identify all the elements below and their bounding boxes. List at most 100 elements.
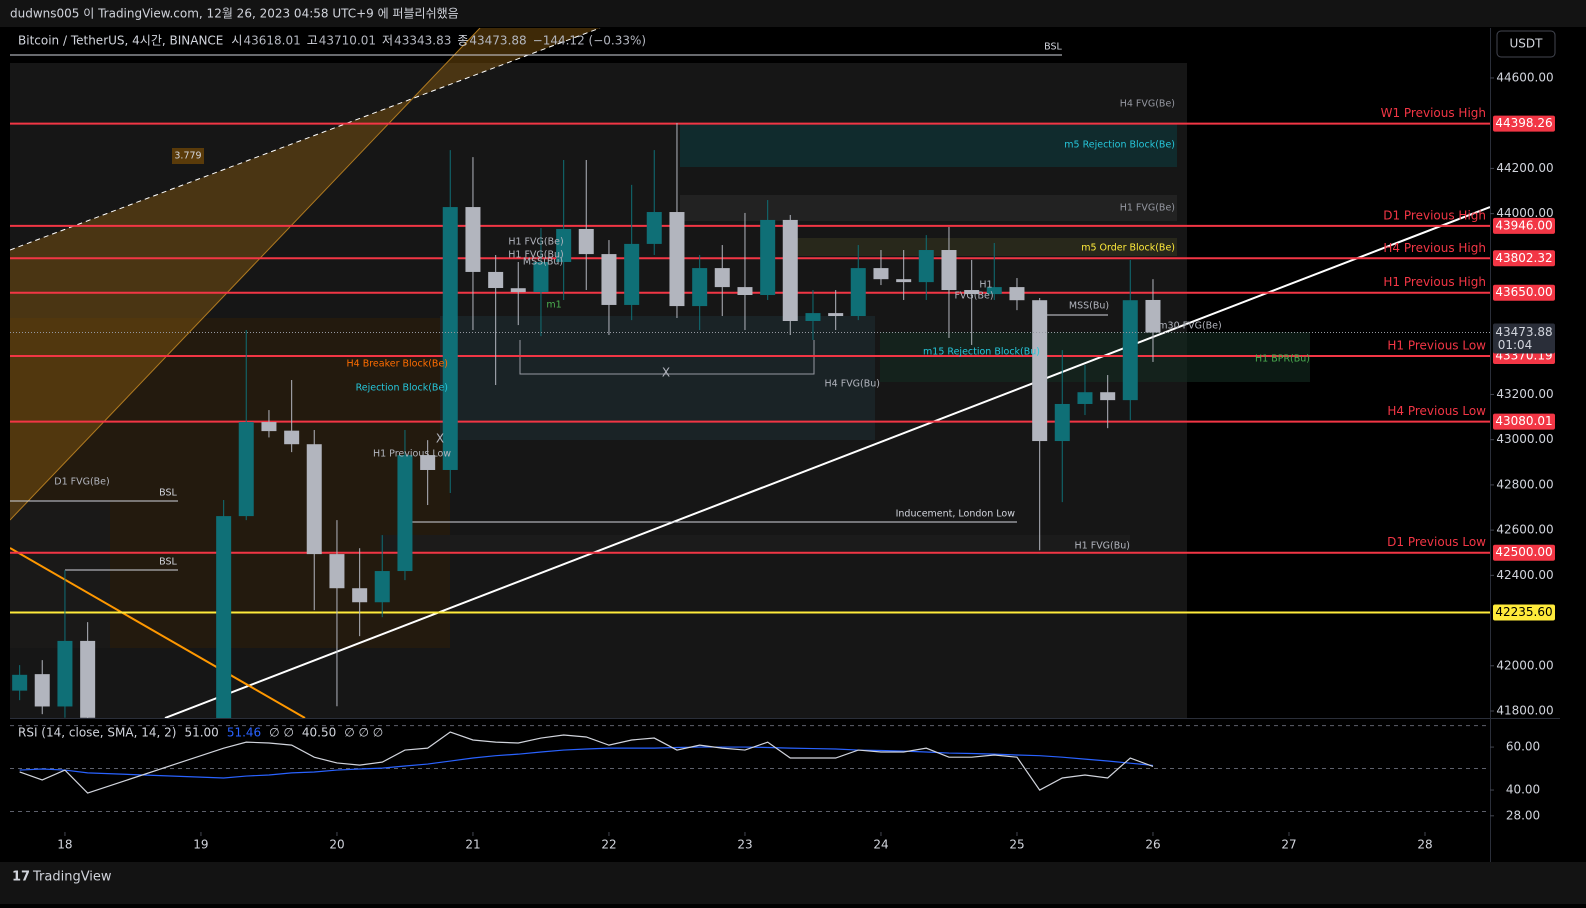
- candle-body: [352, 588, 368, 603]
- level-tag: [1493, 413, 1555, 430]
- x-tick-label: 24: [873, 838, 888, 852]
- legend-text: 43343.83: [394, 34, 451, 48]
- y-tick-label: 42000.00: [1496, 658, 1553, 672]
- level-tag: [1493, 284, 1555, 301]
- zone: [440, 316, 875, 440]
- annotation: BSL: [159, 557, 177, 568]
- level-tag: [1493, 217, 1555, 234]
- brand-logo: 17: [12, 870, 30, 885]
- annotation: H1 FVG(Bu): [508, 250, 563, 261]
- candle-body: [216, 516, 232, 718]
- rsi-line: [19, 731, 1154, 794]
- annotation: H1 BPR(Bu): [1255, 354, 1310, 365]
- candle-body: [828, 313, 844, 317]
- candle-body: [80, 640, 96, 718]
- candle-body: [782, 219, 798, 322]
- y-tick-label: 41800.00: [1496, 703, 1553, 717]
- annotation: H4 Breaker Block(Be): [347, 359, 449, 370]
- y-tick-label: 44000.00: [1496, 206, 1553, 220]
- candle-body: [692, 268, 708, 307]
- rsi-legend: 51.00: [184, 726, 218, 740]
- rsi-tick-label: 28.00: [1506, 808, 1540, 822]
- candle-body: [420, 455, 436, 470]
- y-tick-label: 42400.00: [1496, 568, 1553, 582]
- y-tick-label: 42600.00: [1496, 523, 1553, 537]
- candle-body: [488, 271, 504, 288]
- candle-body: [442, 207, 458, 470]
- x-tick-label: 21: [465, 838, 480, 852]
- y-tick-label: 42800.00: [1496, 477, 1553, 491]
- level-tag: [1493, 115, 1555, 132]
- rsi-legend: 51.46: [227, 726, 261, 740]
- annotation: BSL: [1044, 42, 1062, 53]
- y-tick-label: 43200.00: [1496, 387, 1553, 401]
- zone: [680, 123, 1177, 167]
- candle-body: [306, 444, 322, 555]
- rsi-legend: 40.50: [302, 726, 336, 740]
- currency-button[interactable]: [1496, 30, 1556, 58]
- candle-body: [714, 268, 730, 288]
- candle-body: [12, 674, 28, 691]
- candle-body: [238, 422, 254, 517]
- annotation: X: [436, 432, 444, 446]
- brand: TradingView: [32, 870, 112, 885]
- legend-text: Bitcoin / TetherUS, 4시간, BINANCE: [18, 34, 223, 48]
- fib-dashed: [10, 28, 601, 251]
- legend-text: 43710.01: [319, 34, 376, 48]
- annotation: m5 Order Block(Be): [1081, 243, 1175, 254]
- level-tag-label: 42235.60: [1495, 605, 1552, 619]
- annotation: MSS(Bu): [523, 257, 563, 268]
- level-name: D1 Previous High: [1383, 208, 1486, 222]
- x-tick-label: 18: [57, 838, 72, 852]
- rsi-legend: RSI (14, close, SMA, 14, 2): [18, 726, 176, 740]
- annotation: H4 FVG(Bu): [825, 379, 880, 390]
- x-tick-label: 23: [737, 838, 752, 852]
- orange-line: [10, 547, 306, 718]
- x-tick-label: 26: [1145, 838, 1160, 852]
- level-tag-label: 44398.26: [1495, 116, 1552, 130]
- level-tag-label: 43080.01: [1495, 414, 1552, 428]
- candle-body: [1145, 299, 1161, 333]
- candle-body: [805, 313, 821, 322]
- candle-body: [646, 212, 662, 244]
- candle-body: [34, 674, 50, 707]
- annotation: MSS(Bu): [1069, 301, 1109, 312]
- candle-body: [556, 228, 572, 262]
- current-price-tag: [1493, 323, 1555, 354]
- fib-line: [10, 28, 481, 521]
- legend-text: −144.12 (−0.33%): [533, 34, 646, 48]
- level-name: H4 Previous Low: [1387, 404, 1486, 418]
- annotation: m1: [546, 300, 561, 311]
- candle-body: [57, 640, 73, 707]
- candle-body: [1032, 300, 1048, 442]
- candle-body: [329, 554, 345, 589]
- annotation: D1 FVG(Be): [54, 477, 109, 488]
- currency[interactable]: USDT: [1510, 37, 1544, 51]
- candle-body: [1100, 392, 1116, 401]
- candle-body: [896, 279, 912, 283]
- annotation: H1 FVG(Be): [1120, 203, 1175, 214]
- rsi-ma-line: [19, 746, 1154, 779]
- level-name: D1 Previous Low: [1387, 535, 1486, 549]
- level-tag-label: 43650.00: [1495, 285, 1552, 299]
- rsi-tick-label: 40.00: [1506, 783, 1540, 797]
- annotation: H4 FVG(Be): [1120, 99, 1175, 110]
- rsi-pane: [10, 725, 1490, 813]
- x-tick-label: 19: [193, 838, 208, 852]
- y-tick-label: 44200.00: [1496, 161, 1553, 175]
- candle-body: [737, 287, 753, 296]
- x-tick-label: 27: [1281, 838, 1296, 852]
- legend-text: 종: [457, 34, 468, 48]
- rsi-tick-label: 60.00: [1506, 740, 1540, 754]
- x-tick-label: 22: [601, 838, 616, 852]
- zone: [790, 238, 1177, 256]
- candle-body: [601, 254, 617, 305]
- candle-body: [941, 250, 957, 291]
- candle-body: [510, 288, 526, 293]
- annotation: 3.779: [174, 151, 201, 162]
- candle-body: [284, 430, 300, 445]
- candle-body: [397, 455, 413, 572]
- annotation: m5 Rejection Block(Be): [1064, 140, 1175, 151]
